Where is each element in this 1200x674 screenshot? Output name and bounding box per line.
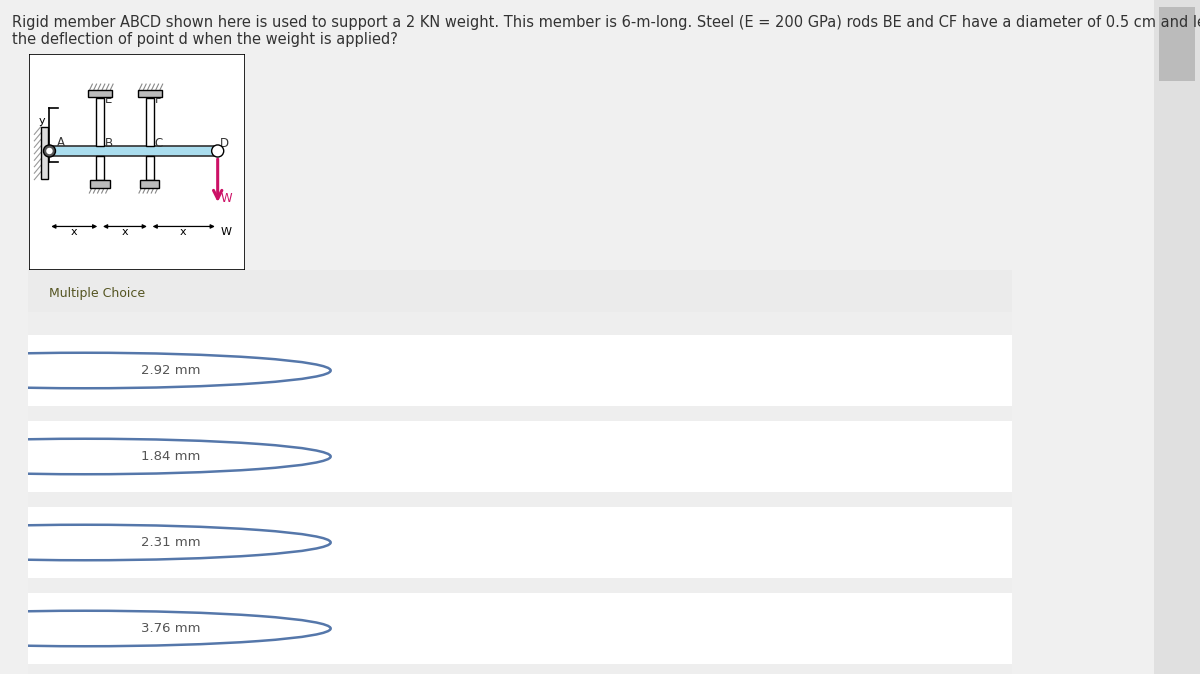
- Text: D: D: [220, 137, 229, 150]
- Bar: [89, 90, 112, 97]
- Text: 2.92 mm: 2.92 mm: [140, 364, 200, 377]
- Text: x: x: [71, 226, 78, 237]
- Circle shape: [43, 145, 55, 157]
- Text: F: F: [155, 93, 161, 106]
- Text: E: E: [104, 93, 113, 106]
- Text: A: A: [56, 136, 65, 149]
- Bar: [90, 180, 110, 187]
- Bar: [96, 156, 104, 180]
- Bar: [48, 146, 218, 156]
- Bar: [41, 127, 48, 179]
- Text: W: W: [221, 192, 233, 205]
- Text: x: x: [121, 226, 128, 237]
- Bar: [146, 98, 154, 146]
- Text: B: B: [104, 137, 113, 150]
- Text: 3.76 mm: 3.76 mm: [140, 622, 200, 635]
- Circle shape: [211, 145, 223, 157]
- Text: y: y: [40, 116, 46, 126]
- Text: the deflection of point d when the weight is applied?: the deflection of point d when the weigh…: [12, 32, 398, 47]
- Text: x: x: [180, 226, 186, 237]
- Text: C: C: [155, 137, 163, 150]
- Text: W: W: [221, 226, 232, 237]
- Bar: [1159, 7, 1195, 81]
- Bar: [96, 98, 104, 146]
- Bar: [146, 156, 154, 180]
- Text: Multiple Choice: Multiple Choice: [49, 286, 145, 300]
- Bar: [140, 180, 160, 187]
- Circle shape: [47, 148, 53, 154]
- Text: 2.31 mm: 2.31 mm: [140, 536, 200, 549]
- Text: 1.84 mm: 1.84 mm: [140, 450, 200, 463]
- Bar: [138, 90, 162, 97]
- Text: Rigid member ABCD shown here is used to support a 2 KN weight. This member is 6-: Rigid member ABCD shown here is used to …: [12, 15, 1200, 30]
